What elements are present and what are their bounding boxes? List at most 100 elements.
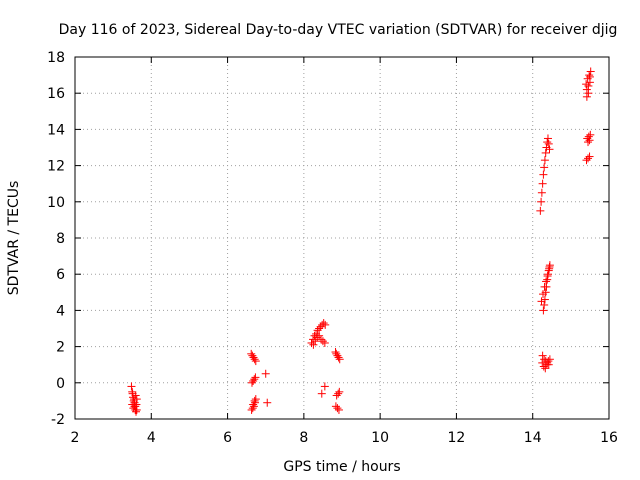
x-tick-label: 14 (524, 430, 542, 446)
data-point (542, 282, 551, 291)
data-point (317, 389, 326, 398)
x-tick-label: 8 (299, 430, 308, 446)
data-points (127, 67, 595, 416)
data-point (251, 395, 260, 404)
data-point (545, 145, 554, 154)
data-point (320, 338, 329, 347)
x-tick-label: 10 (371, 430, 389, 446)
data-point (545, 355, 554, 364)
data-point (585, 136, 594, 145)
data-point (313, 333, 322, 342)
y-tick-label: 12 (47, 159, 65, 175)
data-point (128, 389, 137, 398)
axis-ticks: 2 4 6 8 10 12 14 16 -2 0 2 4 6 8 10 12 14 16 18 (47, 50, 618, 446)
data-point (249, 400, 258, 409)
grid-lines (75, 57, 609, 419)
y-tick-label: 6 (56, 267, 65, 283)
data-point (540, 300, 549, 309)
data-point (585, 71, 594, 80)
data-point (331, 348, 340, 357)
data-point (584, 81, 593, 90)
data-point (250, 375, 259, 384)
x-tick-label: 12 (448, 430, 466, 446)
data-point (249, 376, 258, 385)
data-point (584, 154, 593, 163)
data-point (544, 266, 553, 275)
data-point (542, 360, 551, 369)
data-point (584, 89, 593, 98)
data-point (539, 306, 548, 315)
data-point (335, 387, 344, 396)
data-point (248, 351, 257, 360)
y-tick-label: 0 (56, 376, 65, 392)
data-point (247, 405, 256, 414)
data-point (127, 382, 136, 391)
plot-frame (74, 56, 610, 420)
data-point (249, 353, 258, 362)
y-tick-label: 8 (56, 231, 65, 247)
data-point (309, 340, 318, 349)
data-point (307, 338, 316, 347)
y-tick-label: 18 (47, 50, 65, 66)
data-point (247, 378, 256, 387)
data-point (540, 295, 549, 304)
x-axis-label: GPS time / hours (283, 459, 400, 475)
data-point (538, 358, 547, 367)
data-point (585, 72, 594, 81)
data-point (584, 132, 593, 141)
data-point (582, 85, 591, 94)
data-point (251, 357, 260, 366)
data-point (536, 206, 545, 215)
data-point (541, 148, 550, 157)
data-point (543, 138, 552, 147)
data-point (250, 355, 259, 364)
x-tick-label: 6 (223, 430, 232, 446)
data-point (537, 188, 546, 197)
data-point (250, 396, 259, 405)
data-point (538, 179, 547, 188)
data-point (540, 163, 549, 172)
data-point (319, 319, 328, 328)
data-point (540, 156, 549, 165)
x-tick-label: 16 (600, 430, 618, 446)
data-point (585, 152, 594, 161)
data-point (582, 80, 591, 89)
data-point (132, 400, 141, 409)
data-point (543, 275, 552, 284)
data-point (131, 402, 140, 411)
data-point (315, 331, 324, 340)
data-point (261, 369, 270, 378)
y-tick-label: 16 (47, 86, 65, 102)
data-point (582, 92, 591, 101)
data-point (541, 364, 550, 373)
y-tick-label: -2 (51, 412, 65, 428)
x-tick-label: 2 (71, 430, 80, 446)
data-point (333, 404, 342, 413)
data-point (586, 67, 595, 76)
data-point (318, 337, 327, 346)
y-tick-label: 2 (56, 340, 65, 356)
data-point (334, 353, 343, 362)
data-point (543, 270, 552, 279)
data-point (334, 389, 343, 398)
data-point (541, 288, 550, 297)
data-point (317, 335, 326, 344)
data-point (311, 337, 320, 346)
data-point (544, 357, 553, 366)
data-point (130, 395, 139, 404)
data-point (538, 351, 547, 360)
data-point (537, 197, 546, 206)
y-tick-label: 14 (47, 122, 65, 138)
data-point (251, 373, 260, 382)
y-axis-label: SDTVAR / TECUs (6, 181, 22, 296)
y-tick-label: 4 (56, 303, 65, 319)
data-point (247, 349, 256, 358)
data-point (263, 398, 272, 407)
y-tick-label: 10 (47, 195, 65, 211)
data-point (584, 138, 593, 147)
data-point (320, 382, 329, 391)
data-point (335, 355, 344, 364)
data-point (583, 74, 592, 83)
x-tick-label: 4 (147, 430, 156, 446)
